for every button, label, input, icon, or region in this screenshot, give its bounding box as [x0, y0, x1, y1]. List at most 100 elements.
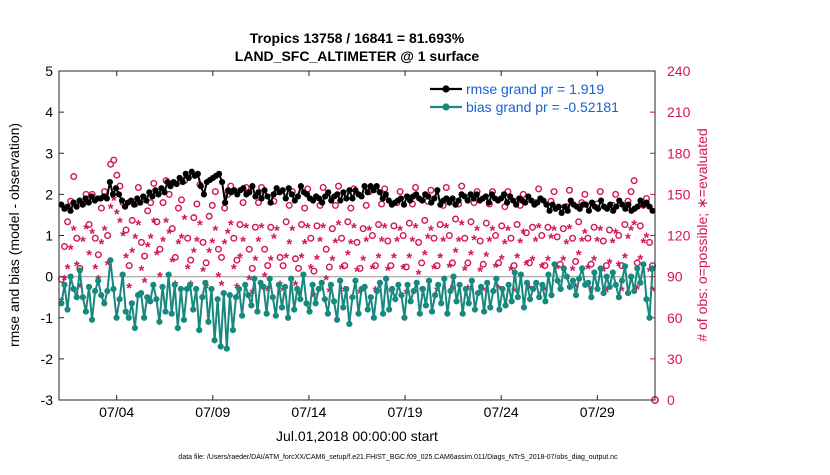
possible-obs-marker — [581, 190, 589, 198]
possible-obs-marker — [261, 245, 269, 253]
rmse-point — [194, 170, 201, 177]
bias-point — [453, 298, 460, 305]
possible-obs-marker — [125, 262, 133, 270]
possible-obs-marker — [310, 267, 318, 275]
evaluated-obs-marker: * — [302, 236, 308, 253]
evaluated-obs-marker: * — [576, 247, 582, 264]
evaluated-obs-marker: * — [363, 233, 369, 250]
possible-obs-marker — [144, 207, 152, 215]
evaluated-obs-marker: * — [259, 220, 265, 237]
possible-obs-marker — [322, 245, 330, 253]
possible-obs-marker — [353, 238, 361, 246]
y-tick-label-left: 0 — [45, 269, 53, 285]
possible-obs-marker — [461, 234, 469, 242]
y-tick-label-right: 180 — [667, 145, 691, 161]
evaluated-obs-marker: * — [111, 192, 117, 209]
rmse-point — [594, 205, 602, 212]
evaluated-obs-marker: * — [129, 244, 135, 261]
rmse-point — [464, 197, 471, 204]
possible-obs-marker — [452, 215, 460, 223]
bias-point — [119, 271, 126, 278]
possible-obs-marker — [396, 188, 404, 196]
bias-point — [432, 292, 439, 299]
possible-obs-marker — [211, 188, 219, 196]
evaluated-obs-marker: * — [511, 284, 517, 301]
bias-point — [456, 281, 463, 288]
evaluated-obs-marker: * — [554, 261, 560, 278]
possible-obs-marker — [331, 201, 339, 209]
possible-obs-marker — [174, 204, 182, 212]
evaluated-obs-marker: * — [530, 253, 536, 270]
rmse-point — [455, 197, 462, 204]
bias-point — [76, 267, 83, 274]
possible-obs-marker — [184, 234, 192, 242]
evaluated-obs-marker: * — [206, 244, 212, 261]
evaluated-obs-marker: * — [514, 250, 520, 267]
bias-point — [484, 279, 491, 286]
possible-obs-marker — [368, 231, 376, 239]
evaluated-obs-marker: * — [520, 225, 526, 242]
possible-obs-marker — [190, 214, 198, 222]
rmse-point — [376, 189, 383, 196]
y-tick-label-right: 0 — [667, 392, 675, 408]
bias-point — [177, 285, 184, 293]
possible-obs-marker — [550, 188, 558, 196]
bias-point — [435, 281, 442, 288]
bias-point — [624, 289, 632, 297]
bias-point — [471, 306, 479, 313]
evaluated-obs-marker: * — [169, 254, 175, 271]
legend-bias-marker — [442, 103, 450, 111]
evaluated-obs-marker: * — [446, 260, 452, 277]
bias-point — [370, 314, 377, 321]
evaluated-obs-marker: * — [437, 250, 443, 267]
evaluated-obs-marker: * — [225, 225, 231, 242]
bias-point — [107, 257, 114, 264]
bias-point — [594, 285, 601, 293]
possible-obs-marker — [390, 222, 398, 230]
evaluated-obs-marker: * — [179, 231, 185, 248]
possible-obs-marker — [344, 218, 352, 226]
evaluated-obs-marker: * — [536, 220, 542, 237]
evaluated-obs-marker: * — [619, 283, 625, 300]
evaluated-obs-marker: * — [369, 261, 375, 278]
bias-point — [95, 277, 102, 284]
y-tick-label-left: 1 — [45, 228, 53, 244]
bias-point — [572, 292, 580, 299]
evaluated-obs-marker: * — [345, 247, 351, 264]
possible-obs-marker — [267, 223, 275, 231]
bias-line — [60, 259, 654, 350]
evaluated-obs-marker: * — [166, 225, 172, 242]
bias-point — [125, 314, 132, 321]
evaluated-obs-marker: * — [283, 250, 289, 267]
rmse-point — [112, 185, 120, 192]
possible-obs-marker — [70, 173, 78, 181]
possible-obs-marker — [375, 221, 383, 229]
bias-point — [523, 279, 531, 286]
possible-obs-marker — [97, 204, 105, 212]
evaluated-obs-marker: * — [610, 235, 616, 252]
evaluated-obs-marker: * — [523, 257, 529, 274]
bias-point — [116, 296, 123, 303]
legend-rmse-marker — [442, 85, 450, 93]
evaluated-obs-marker: * — [148, 231, 154, 248]
possible-obs-marker — [248, 264, 256, 272]
bias-point — [165, 271, 172, 278]
possible-obs-marker — [307, 234, 315, 242]
evaluated-obs-marker: * — [394, 233, 400, 250]
bias-point — [606, 283, 613, 291]
bias-point — [566, 283, 573, 291]
bias-point — [333, 316, 341, 323]
possible-obs-marker — [529, 223, 537, 231]
evaluated-obs-marker: * — [271, 231, 277, 248]
possible-obs-marker — [214, 245, 222, 253]
bias-point — [156, 318, 163, 325]
plot-area: -3 -2 -1 0 1 2 3 4 5 0 30 60 90 120 150 180 210 240 07/04 0… — [41, 63, 691, 420]
evaluated-obs-marker: * — [391, 250, 397, 267]
evaluated-obs-marker: * — [508, 262, 514, 279]
bias-point — [278, 304, 286, 311]
possible-obs-marker — [553, 233, 561, 241]
rmse-point — [400, 201, 408, 208]
evaluated-obs-marker: * — [600, 264, 606, 281]
bias-point — [128, 300, 135, 307]
